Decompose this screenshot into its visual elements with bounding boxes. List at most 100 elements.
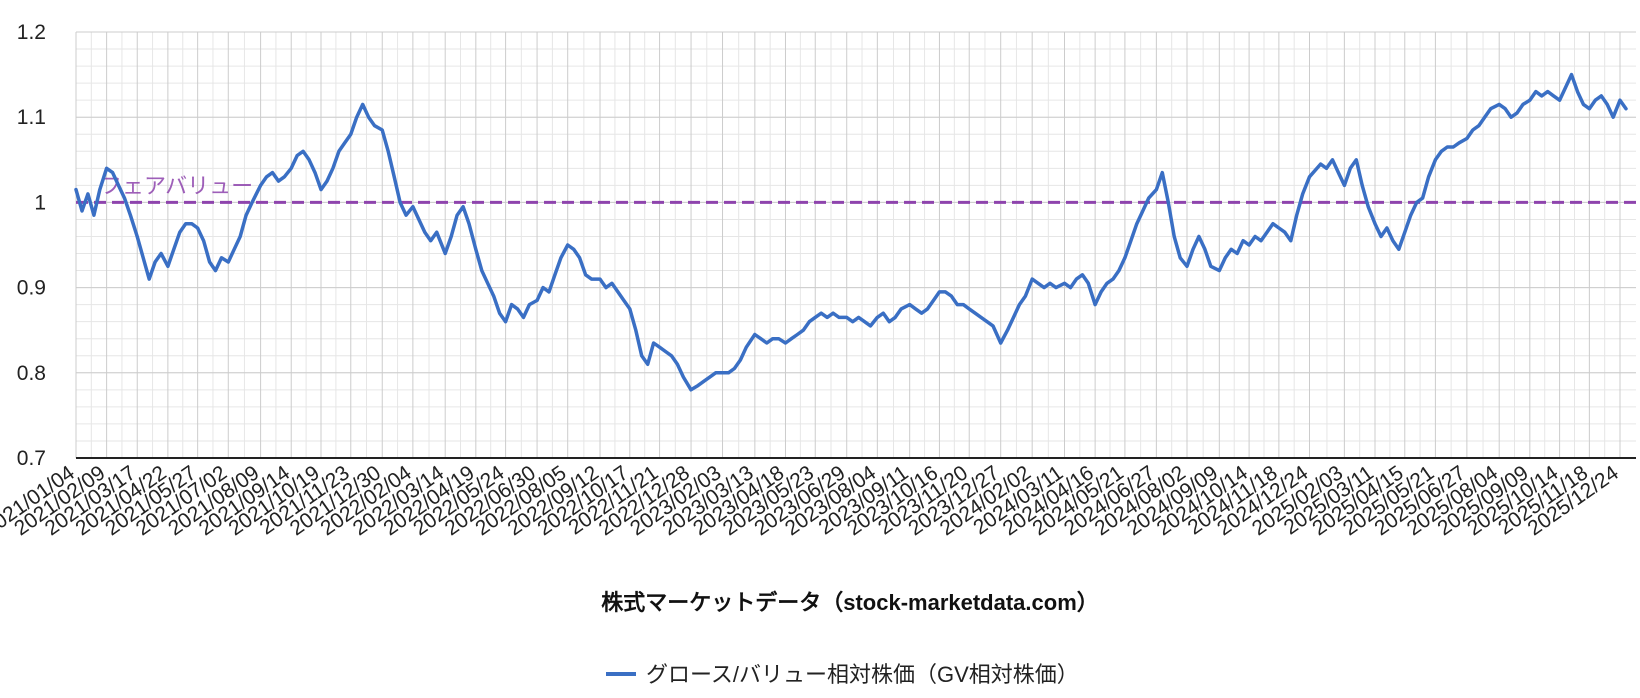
data-point — [196, 226, 199, 230]
data-point — [1612, 116, 1615, 119]
data-point — [900, 307, 903, 311]
data-point — [702, 380, 705, 383]
data-point — [876, 316, 879, 319]
data-point — [658, 346, 661, 349]
data-point — [80, 209, 84, 213]
data-point — [86, 192, 90, 196]
data-point — [968, 307, 971, 311]
data-point — [105, 167, 108, 170]
data-point — [1218, 269, 1221, 272]
data-point — [250, 201, 254, 204]
data-point — [1355, 158, 1358, 161]
data-point — [1111, 277, 1115, 281]
data-point — [759, 337, 762, 340]
data-point — [689, 388, 693, 391]
data-point — [1606, 103, 1609, 106]
data-point — [1528, 99, 1532, 102]
data-point — [1006, 329, 1009, 332]
data-point — [337, 150, 341, 153]
major-gridlines — [75, 31, 1636, 458]
data-point — [474, 248, 477, 251]
data-point — [480, 269, 483, 272]
data-point — [1600, 94, 1603, 98]
data-point — [1012, 316, 1015, 319]
data-point — [1031, 277, 1034, 281]
data-point — [367, 116, 370, 119]
data-point — [393, 175, 396, 178]
data-point — [553, 273, 557, 276]
data-point — [355, 116, 358, 119]
y-axis-tick-labels: 0.7 0.8 0.9 1 1.1 1.2 — [17, 21, 46, 470]
data-point — [444, 252, 447, 255]
data-point — [950, 294, 953, 298]
data-point — [227, 260, 230, 264]
y-tick-label: 0.8 — [17, 362, 46, 385]
data-point — [1123, 256, 1127, 259]
data-point — [1141, 209, 1145, 213]
data-point — [1434, 158, 1437, 161]
data-point — [1167, 201, 1170, 204]
data-point — [1367, 205, 1370, 208]
data-point — [1465, 137, 1469, 140]
data-point — [1191, 248, 1195, 251]
data-point — [1265, 231, 1269, 234]
y-tick-label: 1 — [34, 191, 46, 214]
data-point — [863, 320, 866, 323]
data-point — [1173, 235, 1176, 238]
data-point — [325, 179, 329, 183]
data-point — [771, 337, 774, 340]
data-point — [349, 133, 352, 136]
series-line — [74, 72, 1628, 392]
data-point — [851, 320, 854, 323]
data-point — [826, 316, 829, 319]
data-point — [777, 337, 780, 340]
data-point — [1129, 239, 1133, 242]
data-point — [1558, 99, 1561, 102]
data-point — [1099, 290, 1103, 294]
fair-value-label: フェアバリュー — [100, 173, 253, 198]
data-point — [547, 290, 551, 294]
data-point — [1185, 265, 1189, 268]
data-point — [528, 303, 531, 306]
data-point — [733, 367, 736, 370]
data-point — [1197, 235, 1201, 238]
data-point — [944, 290, 947, 294]
data-point — [1415, 201, 1418, 204]
data-point — [361, 103, 364, 106]
data-point — [831, 312, 835, 315]
data-point — [1042, 286, 1046, 289]
data-point — [404, 214, 408, 217]
data-point — [1373, 222, 1377, 225]
data-point — [708, 375, 711, 379]
data-point — [435, 231, 438, 234]
data-point — [1253, 235, 1257, 238]
data-point — [411, 205, 415, 208]
x-axis-title: 株式マーケットデータ（stock-marketdata.com） — [601, 590, 1099, 615]
data-point — [1576, 90, 1579, 93]
data-point — [1018, 303, 1021, 306]
y-tick-label: 1.1 — [17, 106, 46, 129]
data-point — [1048, 282, 1052, 285]
data-point — [1564, 86, 1567, 89]
x-axis-tick-labels: 2021/01/042021/02/092021/03/172021/04/22… — [0, 461, 1623, 540]
data-point — [202, 239, 205, 242]
data-point — [1236, 252, 1239, 255]
data-point — [423, 231, 426, 234]
data-point — [1343, 184, 1346, 187]
data-point — [461, 205, 465, 208]
data-point — [745, 346, 748, 349]
data-point — [1403, 231, 1407, 234]
data-point — [136, 235, 139, 238]
data-point — [1515, 111, 1519, 115]
data-point — [1087, 282, 1090, 285]
data-point — [398, 201, 402, 204]
data-point — [1301, 192, 1304, 196]
data-point — [1489, 107, 1492, 110]
data-point — [541, 286, 545, 289]
data-point — [313, 171, 317, 174]
data-point — [516, 307, 519, 311]
data-point — [857, 316, 860, 319]
data-point — [590, 277, 593, 281]
data-point — [1521, 103, 1525, 106]
